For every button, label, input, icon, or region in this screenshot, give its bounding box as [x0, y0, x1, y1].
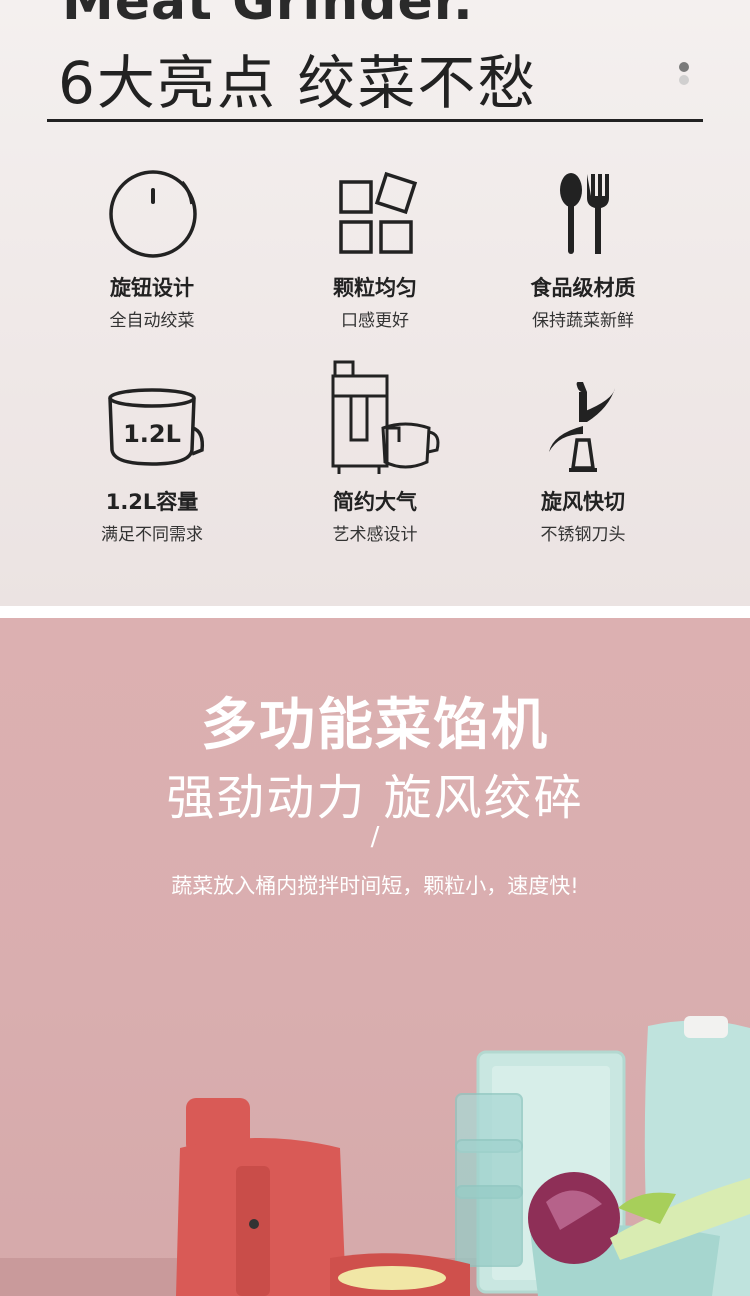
feature-subtitle: 保持蔬菜新鲜: [532, 311, 634, 331]
blade-icon: [549, 382, 615, 472]
bowl-capacity-icon: 1.2L: [108, 388, 205, 466]
feature-title: 食品级材质: [530, 276, 636, 300]
promo-title: 多功能菜馅机: [201, 693, 549, 758]
title-underline: [47, 119, 703, 122]
promo-slash: /: [370, 822, 380, 852]
capacity-label: 1.2L: [123, 420, 181, 448]
feature-title: 颗粒均匀: [333, 276, 417, 300]
promo-description: 蔬菜放入桶内搅拌时间短，颗粒小，速度快!: [171, 874, 579, 898]
features-section: Meat Grinder. 6大亮点 绞菜不愁 旋钮设计 全自动绞菜 颗粒均匀 …: [0, 0, 750, 606]
feature-subtitle: 艺术感设计: [332, 525, 418, 545]
feature-title: 旋风快切: [541, 490, 625, 514]
feature-title: 旋钮设计: [110, 276, 194, 300]
spoon-fork-icon: [560, 173, 609, 254]
grinder-icon: [331, 360, 440, 474]
granules-icon: [339, 171, 418, 254]
indicator-dot-active[interactable]: [679, 62, 689, 72]
page-title: 6大亮点 绞菜不愁: [58, 49, 538, 117]
section-divider: [0, 606, 750, 618]
product-scene-image: [0, 1016, 750, 1296]
feature-subtitle: 不锈钢刀头: [540, 525, 626, 545]
feature-design: 简约大气 艺术感设计: [275, 360, 475, 545]
feature-capacity: 1.2L 1.2L容量 满足不同需求: [52, 382, 252, 545]
indicator-dot[interactable]: [679, 75, 689, 85]
feature-title: 简约大气: [333, 490, 417, 514]
english-title: Meat Grinder.: [62, 0, 474, 32]
feature-granules: 颗粒均匀 口感更好: [275, 168, 475, 331]
feature-food-grade: 食品级材质 保持蔬菜新鲜: [483, 168, 683, 331]
feature-subtitle: 口感更好: [341, 311, 409, 331]
feature-subtitle: 满足不同需求: [101, 525, 203, 545]
feature-knob: 旋钮设计 全自动绞菜: [52, 168, 252, 331]
promo-section: 多功能菜馅机 强劲动力 旋风绞碎 / 蔬菜放入桶内搅拌时间短，颗粒小，速度快!: [0, 618, 750, 1296]
promo-subtitle: 强劲动力 旋风绞碎: [166, 770, 584, 826]
page-indicator[interactable]: [679, 62, 689, 88]
feature-blade: 旋风快切 不锈钢刀头: [483, 382, 683, 545]
feature-subtitle: 全自动绞菜: [109, 311, 195, 331]
knob-icon: [109, 170, 197, 258]
feature-title: 1.2L容量: [105, 490, 199, 514]
